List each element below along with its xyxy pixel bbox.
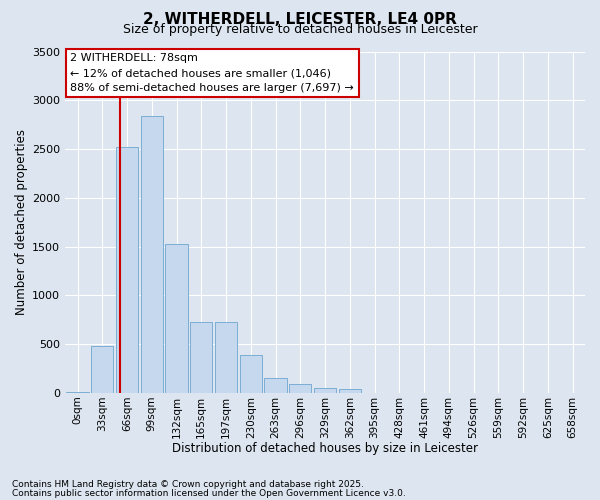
Bar [265, 378, 287, 393]
Bar [338, 389, 361, 393]
Text: Contains public sector information licensed under the Open Government Licence v3: Contains public sector information licen… [12, 488, 406, 498]
Bar [140, 116, 163, 393]
Bar [314, 388, 336, 393]
Bar [116, 147, 138, 393]
Bar [190, 322, 212, 393]
Bar [91, 346, 113, 393]
Y-axis label: Number of detached properties: Number of detached properties [15, 129, 28, 315]
Bar [215, 322, 237, 393]
X-axis label: Distribution of detached houses by size in Leicester: Distribution of detached houses by size … [172, 442, 478, 455]
Text: 2, WITHERDELL, LEICESTER, LE4 0PR: 2, WITHERDELL, LEICESTER, LE4 0PR [143, 12, 457, 28]
Bar [166, 244, 188, 393]
Bar [239, 355, 262, 393]
Text: 2 WITHERDELL: 78sqm
← 12% of detached houses are smaller (1,046)
88% of semi-det: 2 WITHERDELL: 78sqm ← 12% of detached ho… [70, 53, 354, 93]
Text: Contains HM Land Registry data © Crown copyright and database right 2025.: Contains HM Land Registry data © Crown c… [12, 480, 364, 489]
Bar [289, 384, 311, 393]
Text: Size of property relative to detached houses in Leicester: Size of property relative to detached ho… [122, 22, 478, 36]
Bar [67, 392, 89, 393]
